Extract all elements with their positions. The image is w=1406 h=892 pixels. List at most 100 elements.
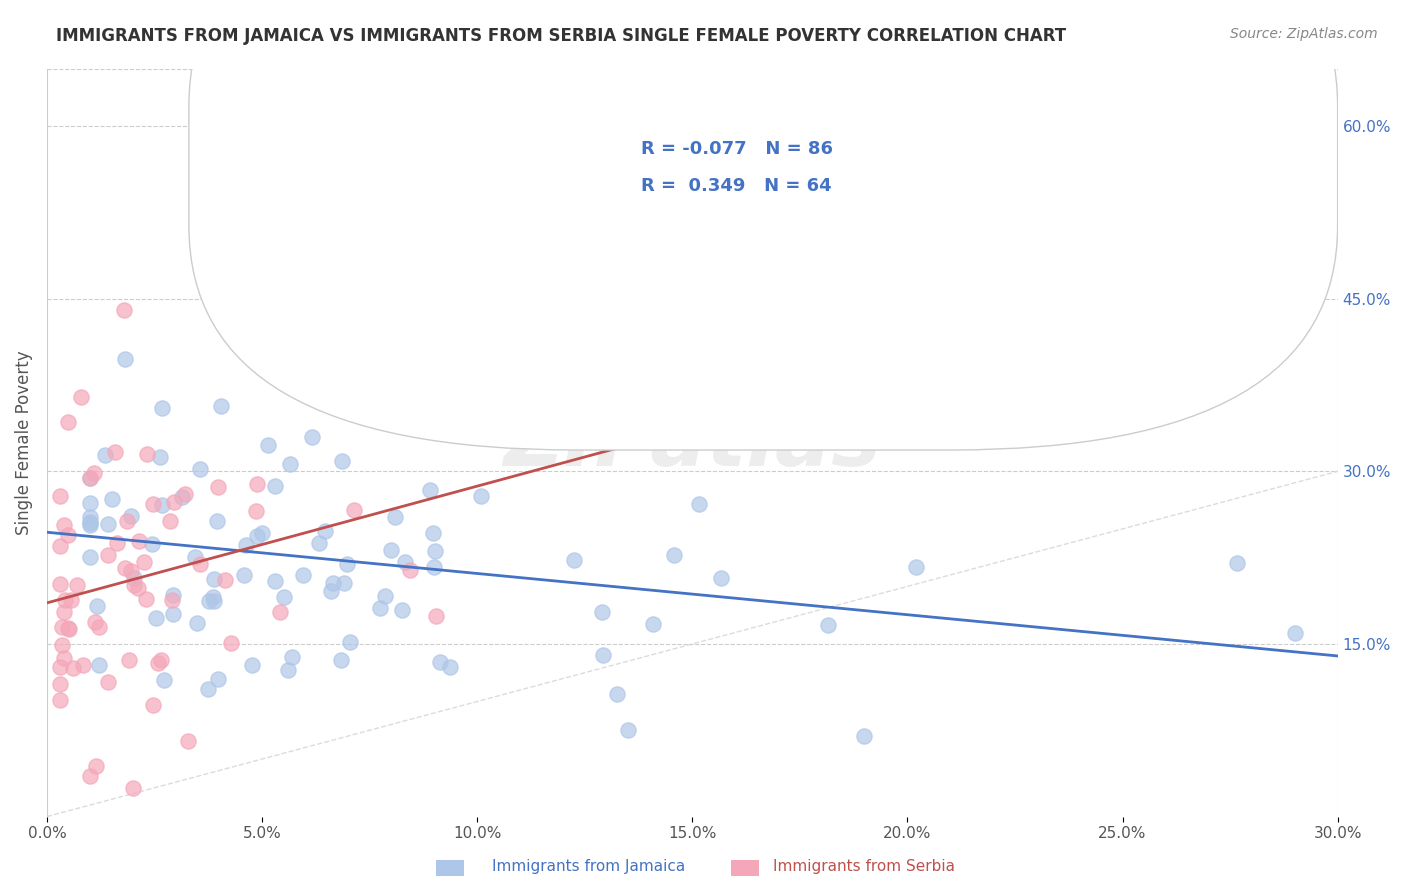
Point [246,477,269,491]
Point [51,620,73,634]
Point [439,659,461,673]
Point [423,544,446,558]
Point [132,555,155,569]
Point [87,658,110,673]
Point [246,529,269,543]
Point [422,525,444,540]
Point [114,352,136,367]
Point [89,620,111,634]
Point [148,656,170,670]
Text: IMMIGRANTS FROM JAMAICA VS IMMIGRANTS FROM SERBIA SINGLE FEMALE POVERTY CORRELAT: IMMIGRANTS FROM JAMAICA VS IMMIGRANTS FR… [56,27,1066,45]
Point [149,653,172,667]
Point [314,524,336,538]
Point [688,497,710,511]
Point [281,650,304,665]
Point [269,605,291,619]
Point [135,447,157,461]
Point [79,471,101,485]
Point [291,568,314,582]
Point [710,571,733,585]
Point [86,599,108,613]
Point [245,504,267,518]
Point [79,471,101,485]
Point [197,681,219,696]
Point [149,450,172,464]
Point [201,590,224,604]
Point [56,415,79,429]
Point [53,592,76,607]
Point [79,516,101,530]
Point [114,561,136,575]
Point [904,560,927,574]
Point [58,622,80,636]
Text: Immigrants from Serbia: Immigrants from Serbia [773,859,955,874]
Point [188,461,211,475]
Point [84,759,107,773]
Point [394,555,416,569]
Point [817,618,839,632]
Point [120,509,142,524]
Point [339,634,361,648]
FancyBboxPatch shape [188,0,1337,450]
Point [429,655,451,669]
Point [591,605,613,619]
Point [112,303,135,318]
Point [391,603,413,617]
Point [142,698,165,712]
Point [1226,556,1249,570]
Point [58,621,80,635]
Point [273,591,295,605]
Point [384,509,406,524]
Point [49,660,72,674]
Point [115,514,138,528]
Point [176,734,198,748]
Text: R =  0.349   N = 64: R = 0.349 N = 64 [641,177,831,195]
Point [186,615,208,630]
Point [219,636,242,650]
Point [97,674,120,689]
Point [209,400,232,414]
Point [127,582,149,596]
Point [202,572,225,586]
Point [207,480,229,494]
Point [49,693,72,707]
Point [58,528,80,542]
FancyBboxPatch shape [202,0,1015,427]
Point [240,658,263,673]
Point [235,538,257,552]
Point [264,479,287,493]
Point [118,653,141,667]
Point [280,376,302,391]
Point [853,729,876,743]
Y-axis label: Single Female Poverty: Single Female Poverty [15,351,32,535]
Point [188,558,211,572]
Point [163,495,186,509]
Point [160,593,183,607]
Point [616,723,638,738]
Point [124,578,146,592]
Point [419,483,441,497]
Point [142,497,165,511]
Point [301,430,323,444]
Point [277,663,299,677]
Point [346,119,368,133]
Point [322,576,344,591]
Point [79,509,101,524]
Point [79,515,101,529]
Point [150,401,173,415]
Point [330,653,353,667]
Point [434,366,457,380]
Point [159,514,181,528]
Point [205,514,228,528]
Point [122,780,145,795]
Point [153,673,176,687]
Point [105,535,128,549]
Point [152,498,174,512]
Point [49,576,72,591]
Point [70,390,93,404]
Text: R = -0.077   N = 86: R = -0.077 N = 86 [641,139,832,158]
Point [97,548,120,562]
Point [380,542,402,557]
Point [641,616,664,631]
Point [51,638,73,652]
